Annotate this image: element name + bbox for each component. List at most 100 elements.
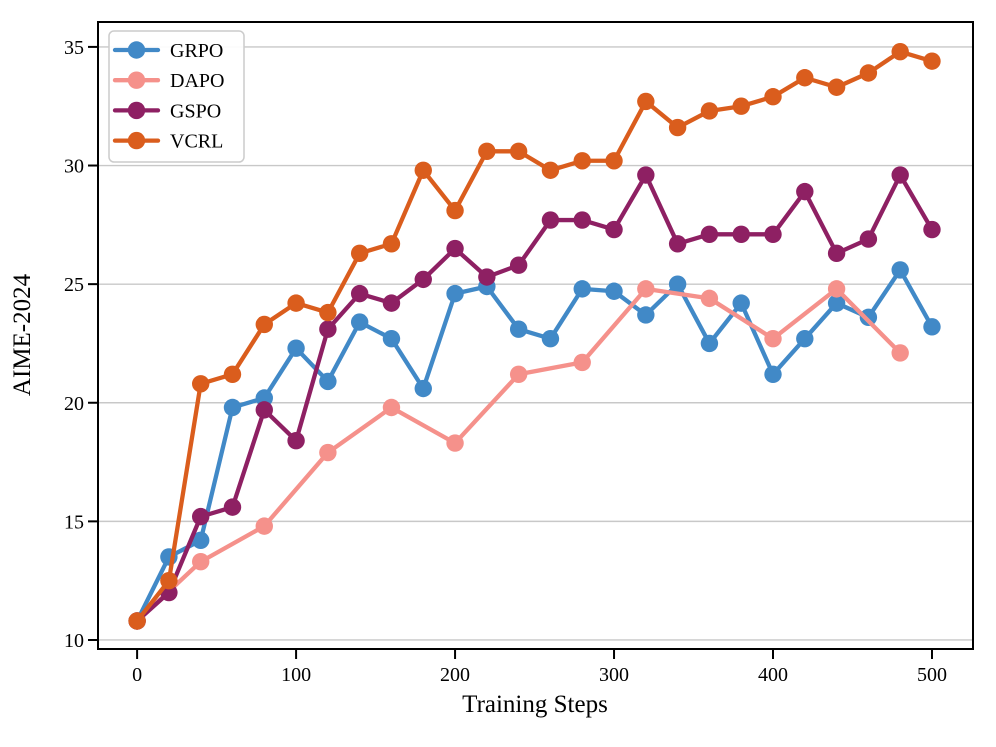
legend-box: [108, 30, 245, 163]
dapo-legend-label: DAPO: [170, 70, 224, 92]
dapo-point-280: [573, 353, 591, 372]
grpo-point-360: [700, 334, 719, 353]
vcrl-point-180: [414, 161, 432, 179]
legend: GRPO DAPO GSPO VCRL: [108, 30, 245, 163]
dapo-point-120: [319, 443, 337, 462]
y-tick-label-25: 25: [64, 274, 84, 296]
vcrl-point-260: [541, 161, 560, 179]
grpo-point-280: [573, 280, 591, 298]
vcrl-point-320: [637, 92, 655, 111]
vcrl-point-160: [382, 235, 401, 253]
gspo-point-500: [923, 220, 941, 239]
x-tick-label-500: 500: [917, 664, 947, 686]
dapo-point-240: [509, 365, 528, 383]
grpo-point-260: [541, 330, 560, 348]
grpo-point-480: [891, 261, 909, 279]
vcrl-point-360: [700, 102, 719, 120]
vcrl-point-100: [287, 294, 305, 312]
gspo-point-60: [223, 498, 242, 516]
dapo-point-200: [446, 434, 464, 452]
dapo-point-320: [637, 280, 655, 298]
y-tick-label-10: 10: [64, 630, 84, 652]
vcrl-point-420: [796, 69, 814, 87]
dapo-point-360: [700, 289, 719, 308]
vcrl-point-80: [255, 315, 273, 334]
grpo-point-100: [287, 339, 305, 357]
vcrl-legend-label: VCRL: [170, 131, 223, 153]
y-tick-label-20: 20: [64, 393, 84, 415]
vcrl-legend-marker: [127, 131, 146, 150]
grpo-point-120: [319, 372, 337, 391]
gspo-point-400: [764, 225, 782, 244]
gspo-point-300: [605, 220, 623, 239]
dapo-point-440: [827, 280, 846, 298]
grpo-point-340: [668, 275, 687, 293]
grpo-point-440: [827, 294, 846, 312]
grpo-point-500: [923, 318, 941, 336]
x-tick-label-400: 400: [758, 664, 788, 686]
series-layer: [128, 42, 941, 630]
gspo-point-380: [732, 225, 750, 244]
gspo-point-480: [891, 166, 909, 184]
gspo-point-420: [796, 182, 814, 201]
gspo-point-160: [382, 294, 401, 312]
vcrl-point-500: [923, 52, 941, 70]
gspo-point-360: [700, 225, 719, 244]
dapo-legend-marker: [127, 71, 146, 89]
grpo-point-320: [637, 306, 655, 324]
gspo-legend-label: GSPO: [170, 100, 221, 122]
dapo-point-80: [255, 517, 273, 535]
legend-item-vcrl: VCRL: [112, 131, 223, 153]
grpo-point-400: [764, 365, 782, 383]
gspo-point-340: [668, 235, 687, 253]
grpo-point-300: [605, 282, 623, 300]
grpo-point-200: [446, 284, 464, 303]
dapo-point-400: [764, 330, 782, 348]
vcrl-point-120: [319, 303, 337, 322]
grpo-point-380: [732, 294, 750, 312]
gspo-point-440: [827, 244, 846, 262]
y-axis-label: AIME-2024: [9, 273, 36, 396]
gspo-point-120: [319, 320, 337, 338]
vcrl-point-200: [446, 201, 464, 220]
vcrl-point-40: [191, 375, 210, 393]
vcrl-point-380: [732, 97, 750, 115]
plot-frame: [97, 21, 974, 650]
gspo-point-260: [541, 211, 560, 229]
y-tick-label-35: 35: [64, 37, 84, 59]
legend-item-dapo: DAPO: [112, 70, 224, 92]
vcrl-point-480: [891, 42, 909, 61]
gspo-point-240: [509, 256, 528, 274]
vcrl-point-140: [350, 244, 369, 262]
vcrl-point-60: [223, 365, 242, 383]
grpo-point-180: [414, 379, 432, 398]
vcrl-point-20: [160, 571, 178, 590]
vcrl-point-300: [605, 152, 623, 170]
grpo-point-40: [191, 531, 210, 550]
vcrl-point-0: [128, 612, 146, 630]
vcrl-point-460: [859, 64, 878, 82]
legend-item-gspo: GSPO: [112, 100, 221, 122]
x-tick-label-0: 0: [132, 664, 142, 686]
dapo-point-160: [382, 398, 401, 417]
vcrl-point-240: [509, 142, 528, 160]
vcrl-point-340: [668, 118, 687, 137]
gspo-point-320: [637, 166, 655, 184]
y-tick-label-30: 30: [64, 156, 84, 178]
vcrl-point-280: [573, 152, 591, 170]
gspo-point-220: [478, 268, 496, 286]
vcrl-point-440: [827, 78, 846, 96]
grpo-point-140: [350, 313, 369, 331]
dapo-point-480: [891, 344, 909, 362]
vcrl-point-220: [478, 142, 496, 160]
gspo-point-460: [859, 230, 878, 248]
x-axis-label: Training Steps: [462, 691, 608, 718]
x-tick-label-200: 200: [440, 664, 470, 686]
grpo-point-420: [796, 330, 814, 348]
grpo-legend-marker: [127, 41, 146, 59]
gspo-point-80: [255, 401, 273, 419]
gspo-point-200: [446, 239, 464, 258]
y-tick-label-15: 15: [64, 511, 84, 533]
